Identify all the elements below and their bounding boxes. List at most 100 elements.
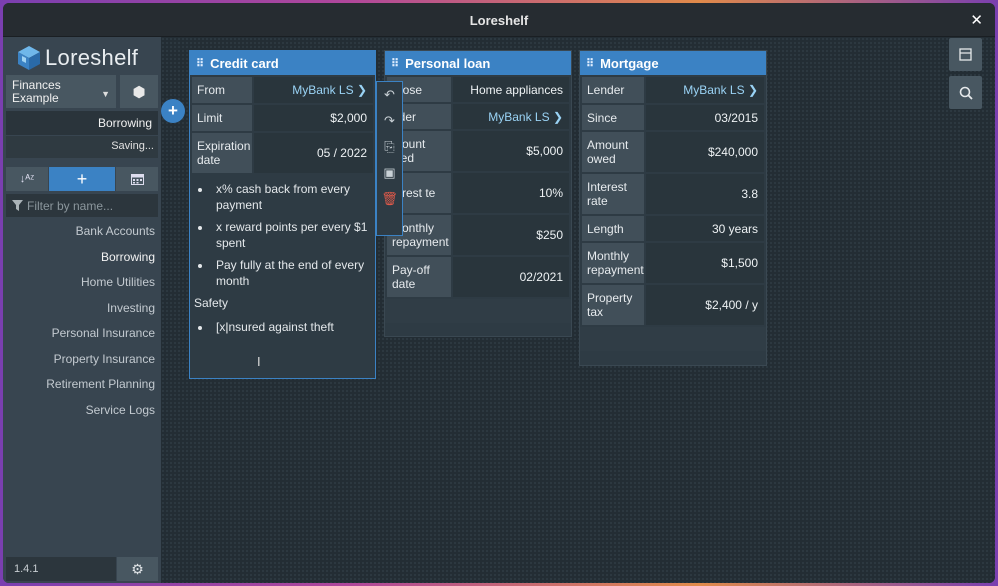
card-title: Mortgage (600, 55, 659, 71)
card-row: Interest rate 3.8 (580, 174, 766, 214)
drag-handle-icon[interactable]: ⠿ (391, 57, 399, 70)
workspace-name: Finances Example (12, 78, 61, 105)
text-before-caret: [x (216, 320, 226, 334)
card-mortgage[interactable]: ⠿ Mortgage Lender MyBank LS ❯ Since 03/2… (579, 50, 767, 366)
card-row: Length 30 years (580, 216, 766, 241)
field-label: Monthly repayment (582, 243, 644, 283)
field-label: From (192, 77, 252, 103)
sidebar-item-retirement-planning[interactable]: Retirement Planning (46, 377, 155, 391)
undo-icon[interactable]: ↶ (384, 87, 395, 102)
list-item: x% cash back from every payment (212, 181, 375, 213)
cube-logo-icon (18, 46, 40, 70)
close-icon[interactable]: ✕ (970, 12, 983, 29)
sidebar-toolbar: ↓ᴬᶻ + (6, 167, 158, 191)
card-footer[interactable] (385, 299, 571, 323)
sidebar-item-investing[interactable]: Investing (106, 300, 155, 315)
save-status: Saving... (6, 136, 158, 158)
field-label: Lender (582, 77, 644, 103)
field-value[interactable]: $2,000 (254, 105, 373, 131)
card-header[interactable]: ⠿ Credit card (190, 51, 375, 75)
search-icon (959, 86, 973, 100)
add-card-button[interactable]: + (161, 99, 185, 123)
calendar-icon (130, 174, 144, 185)
filter-box (6, 194, 158, 217)
field-value[interactable]: 10% (453, 173, 569, 213)
current-shelf: Borrowing (6, 111, 158, 135)
card-row: terest te 10% (385, 173, 571, 213)
field-label: Length (582, 216, 644, 241)
gear-icon: ⚙ (131, 560, 144, 577)
list-item: [x|nsured against theft (212, 319, 375, 335)
sidebar-item-bank-accounts[interactable]: Bank Accounts (75, 224, 155, 238)
settings-button[interactable]: ⚙ (117, 557, 158, 581)
field-value[interactable]: 03/2015 (646, 105, 764, 130)
titlebar: Loreshelf ✕ (3, 3, 995, 37)
sidebar-item-property-insurance[interactable]: Property Insurance (53, 351, 155, 366)
panel-icon (959, 48, 972, 61)
field-value[interactable]: 3.8 (646, 174, 764, 214)
card-personal-loan[interactable]: ⠿ Personal loan rpose Home appliances nd… (384, 50, 572, 337)
field-value[interactable]: $1,500 (646, 243, 764, 283)
card-header[interactable]: ⠿ Personal loan (385, 51, 571, 75)
plus-icon: + (76, 168, 88, 189)
image-icon[interactable]: ▣ (383, 165, 396, 180)
card-notes[interactable]: x% cash back from every payment x reward… (190, 175, 375, 335)
field-label: Interest rate (582, 174, 644, 214)
field-label: Limit (192, 105, 252, 131)
trash-icon[interactable]: 🗑 (381, 191, 398, 206)
list-item: Pay fully at the end of every month (212, 257, 375, 289)
card-toolstrip: ↶ ↷ ⎘ ▣ 🗑 (376, 81, 403, 236)
card-row: Amount owed $240,000 (580, 132, 766, 172)
card-row: Monthly repayment $1,500 (580, 243, 766, 283)
text-after-caret: nsured against theft (228, 320, 334, 334)
shelf-list: Bank Accounts Borrowing Home Utilities I… (6, 219, 155, 423)
redo-icon[interactable]: ↷ (384, 113, 395, 128)
calendar-button[interactable] (116, 167, 158, 191)
field-value-link[interactable]: MyBank LS ❯ (453, 104, 569, 129)
card-title: Credit card (210, 55, 279, 71)
card-footer[interactable] (580, 327, 766, 351)
app-name: Loreshelf (45, 45, 139, 70)
field-value[interactable]: $240,000 (646, 132, 764, 172)
field-label: Property tax (582, 285, 644, 325)
field-value[interactable]: $250 (453, 215, 569, 255)
sort-button[interactable]: ↓ᴬᶻ (6, 167, 48, 191)
sidebar-item-personal-insurance[interactable]: Personal Insurance (51, 326, 155, 340)
sidebar-item-home-utilities[interactable]: Home Utilities (80, 275, 155, 289)
drag-handle-icon[interactable]: ⠿ (196, 57, 204, 70)
drag-handle-icon[interactable]: ⠿ (586, 57, 594, 70)
text-caret: | (225, 320, 229, 334)
field-value[interactable]: $2,400 / y (646, 285, 764, 325)
field-value[interactable]: 30 years (646, 216, 764, 241)
card-header[interactable]: ⠿ Mortgage (580, 51, 766, 75)
card-row: Limit $2,000 (190, 105, 375, 131)
search-button[interactable] (949, 76, 982, 109)
field-label: Since (582, 105, 644, 130)
sidebar-item-service-logs[interactable]: Service Logs (85, 402, 155, 417)
field-label: Pay-off date (387, 257, 451, 297)
field-value[interactable]: 02/2021 (453, 257, 569, 297)
sort-az-icon: ↓ᴬᶻ (19, 173, 35, 185)
layout-toggle-button[interactable] (949, 38, 982, 71)
field-value-link[interactable]: MyBank LS ❯ (254, 77, 373, 103)
card-row: Expiration date 05 / 2022 (190, 133, 375, 173)
field-value[interactable]: 05 / 2022 (254, 133, 373, 173)
export-file-icon[interactable]: ⎘ (384, 139, 395, 154)
field-value[interactable]: $5,000 (453, 131, 569, 171)
card-row: Since 03/2015 (580, 105, 766, 130)
add-shelf-button[interactable]: + (49, 167, 115, 191)
card-row: Pay-off date 02/2021 (385, 257, 571, 297)
field-value[interactable]: Home appliances (453, 77, 569, 102)
sidebar-item-borrowing[interactable]: Borrowing (100, 249, 155, 264)
field-value-link[interactable]: MyBank LS ❯ (646, 77, 764, 103)
plus-icon: + (168, 101, 178, 120)
card-row: nder MyBank LS ❯ (385, 104, 571, 129)
card-credit[interactable]: ⠿ Credit card From MyBank LS ❯ Limit $2,… (189, 50, 376, 379)
filter-input[interactable] (27, 198, 152, 213)
text-cursor-icon: I (257, 354, 261, 369)
cubes-gear-icon: ⬢ (132, 83, 146, 101)
workspace-select[interactable]: Finances Example ▼ (6, 75, 116, 108)
field-label: Expiration date (192, 133, 252, 173)
workspace-settings-button[interactable]: ⬢ (120, 75, 158, 108)
card-row: rpose Home appliances (385, 77, 571, 102)
